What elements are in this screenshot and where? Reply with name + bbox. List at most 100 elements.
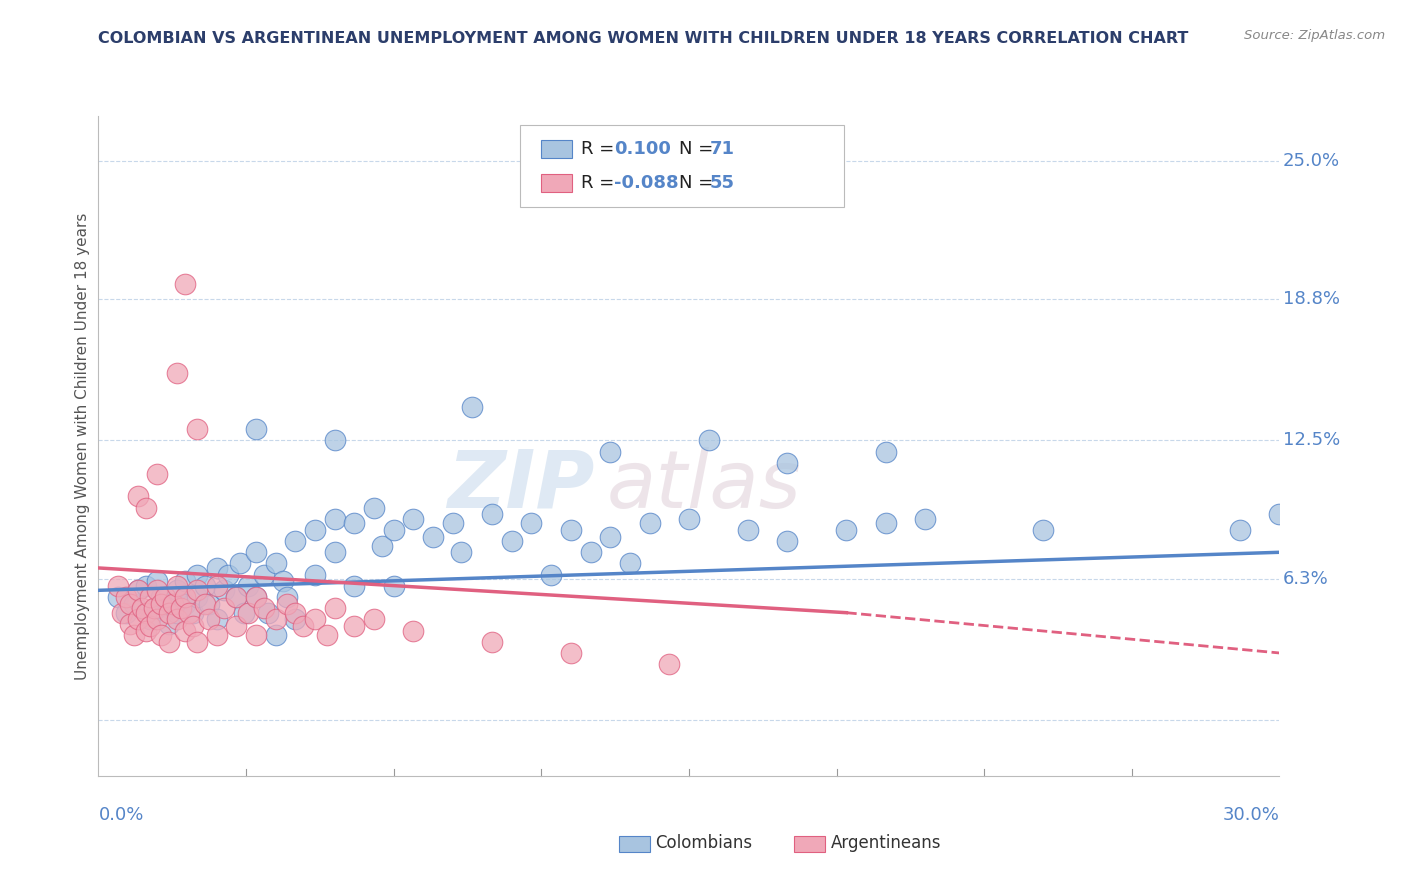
Point (441, 516, 464, 531)
Point (181, 606, 204, 620)
Point (186, 422, 208, 436)
Point (233, 606, 256, 620)
Point (127, 583, 149, 598)
Point (875, 516, 897, 531)
Point (138, 612, 160, 626)
Point (776, 534, 799, 549)
Point (304, 523, 326, 537)
Point (236, 579, 259, 593)
Point (481, 634, 503, 648)
Point (174, 574, 197, 589)
Point (146, 601, 169, 615)
Point (135, 579, 157, 593)
Point (304, 567, 326, 582)
Point (146, 583, 169, 598)
Point (461, 400, 484, 414)
Point (343, 619, 366, 633)
Point (166, 366, 188, 380)
Point (146, 574, 169, 589)
Point (501, 534, 523, 549)
Point (619, 557, 641, 571)
Point (186, 634, 208, 648)
Text: Colombians: Colombians (655, 834, 752, 852)
Point (186, 567, 208, 582)
Point (560, 523, 582, 537)
Point (363, 612, 385, 626)
Point (157, 601, 180, 615)
Point (157, 634, 180, 648)
Point (540, 567, 562, 582)
Point (146, 612, 169, 626)
Point (382, 523, 405, 537)
Text: N =: N = (679, 174, 718, 192)
Point (264, 628, 287, 642)
Point (737, 523, 759, 537)
Point (343, 579, 366, 593)
Point (371, 539, 394, 553)
Point (181, 619, 204, 633)
Point (214, 601, 236, 615)
Point (264, 557, 287, 571)
Point (1229, 523, 1251, 537)
Point (214, 583, 236, 598)
Point (292, 619, 315, 633)
Point (174, 597, 197, 611)
Point (135, 500, 157, 515)
Point (150, 590, 173, 604)
Point (174, 624, 197, 638)
Point (579, 545, 602, 559)
Text: 0.100: 0.100 (614, 140, 671, 158)
Text: 25.0%: 25.0% (1284, 152, 1340, 169)
Point (599, 444, 621, 458)
Point (205, 628, 228, 642)
Text: COLOMBIAN VS ARGENTINEAN UNEMPLOYMENT AMONG WOMEN WITH CHILDREN UNDER 18 YEARS C: COLOMBIAN VS ARGENTINEAN UNEMPLOYMENT AM… (98, 31, 1189, 46)
Point (253, 567, 276, 582)
Point (166, 579, 188, 593)
Point (245, 422, 267, 436)
Point (177, 606, 200, 620)
Text: R =: R = (581, 174, 620, 192)
Point (118, 616, 141, 631)
Point (115, 590, 138, 604)
Point (835, 523, 858, 537)
Point (205, 612, 228, 626)
Point (131, 601, 153, 615)
Point (343, 516, 366, 531)
Point (315, 628, 337, 642)
Point (323, 434, 346, 448)
Point (107, 579, 129, 593)
Point (162, 597, 184, 611)
Point (599, 530, 621, 544)
Point (273, 574, 295, 589)
Point (186, 583, 208, 598)
Point (225, 590, 247, 604)
Point (127, 583, 149, 598)
Point (174, 590, 197, 604)
Point (115, 606, 138, 620)
Point (174, 277, 197, 291)
Point (138, 619, 160, 633)
Point (323, 545, 346, 559)
Point (450, 545, 472, 559)
Point (186, 590, 208, 604)
Point (127, 489, 149, 503)
Point (127, 612, 149, 626)
Point (138, 590, 160, 604)
Point (776, 456, 799, 470)
Point (166, 583, 188, 598)
Point (142, 601, 165, 615)
Point (697, 434, 720, 448)
Point (481, 508, 503, 522)
Point (205, 579, 228, 593)
Point (225, 619, 247, 633)
Point (122, 597, 145, 611)
Point (245, 590, 267, 604)
Point (284, 612, 307, 626)
Text: 30.0%: 30.0% (1223, 805, 1279, 823)
Point (678, 512, 700, 526)
Point (402, 624, 425, 638)
Point (150, 597, 173, 611)
Point (166, 606, 188, 620)
Point (118, 597, 141, 611)
Text: Argentineans: Argentineans (831, 834, 942, 852)
